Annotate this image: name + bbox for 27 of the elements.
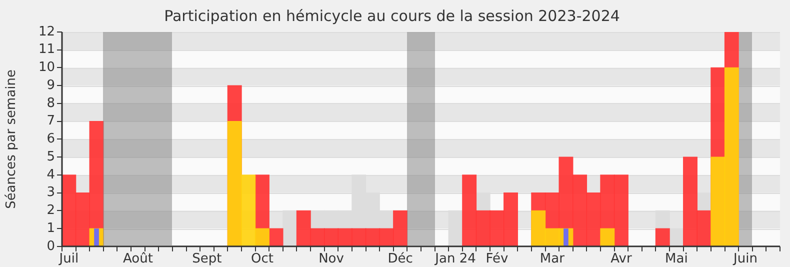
y-axis-title: Séances par semaine (4, 69, 20, 209)
y-tick-label: 5 (46, 149, 55, 164)
y-tick-label: 2 (46, 203, 55, 218)
y-tick-label: 11 (38, 42, 55, 58)
x-tick-label: Avr (610, 252, 632, 267)
x-tick-label: Jan 24 (434, 252, 476, 267)
y-tick-label: 8 (46, 96, 55, 111)
x-tick-label: Nov (318, 252, 344, 267)
y-tick-label: 1 (46, 220, 55, 236)
x-tick-label: Sept (192, 252, 222, 267)
y-tick-label: 0 (46, 238, 55, 254)
x-tick-label: Août (122, 252, 153, 267)
x-tick-label: Mar (540, 252, 566, 267)
y-tick-label: 6 (46, 132, 55, 147)
y-tick-label: 4 (46, 167, 55, 182)
x-tick-label: Oct (250, 252, 274, 267)
y-tick-label: 7 (46, 114, 55, 129)
x-tick-label: Fév (486, 252, 508, 267)
y-tick-label: 9 (46, 78, 55, 93)
y-tick-label: 10 (38, 60, 55, 76)
x-tick-label: Déc (388, 252, 413, 267)
y-tick-label: 12 (38, 24, 55, 40)
x-tick-label: Mai (665, 252, 688, 267)
y-tick-label: 3 (46, 185, 55, 200)
x-tick-label: Juil (58, 252, 79, 267)
x-tick-label: Juin (732, 252, 758, 267)
chart-title: Participation en hémicycle au cours de la session 2023-2024 (164, 6, 620, 25)
